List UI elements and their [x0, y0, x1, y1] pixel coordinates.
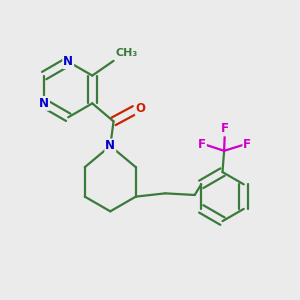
Text: O: O	[136, 102, 146, 115]
Text: F: F	[198, 138, 206, 152]
Text: N: N	[105, 140, 115, 152]
Text: CH₃: CH₃	[115, 48, 137, 58]
Text: N: N	[63, 55, 73, 68]
Text: N: N	[39, 97, 49, 110]
Text: F: F	[221, 122, 229, 135]
Text: F: F	[243, 138, 251, 152]
